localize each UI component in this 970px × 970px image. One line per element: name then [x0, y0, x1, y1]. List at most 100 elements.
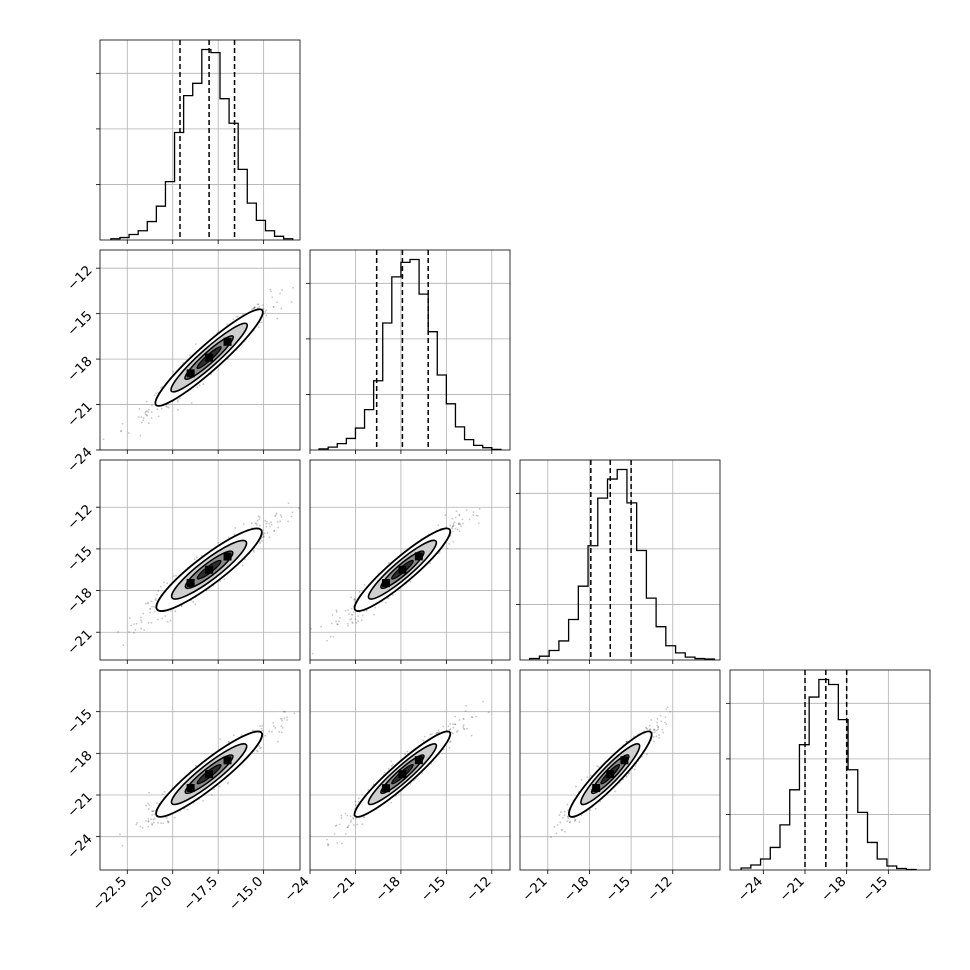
- scatter-point: [121, 422, 124, 425]
- scatter-point: [335, 824, 338, 827]
- scatter-point: [454, 715, 457, 718]
- scatter-point: [578, 821, 581, 823]
- scatter-point: [166, 406, 169, 408]
- scatter-point: [166, 582, 169, 585]
- scatter-point: [436, 731, 439, 734]
- scatter-point: [179, 397, 181, 400]
- scatter-point: [462, 522, 464, 525]
- scatter-point: [127, 432, 130, 434]
- scatter-point: [625, 740, 628, 743]
- scatter-point: [347, 826, 349, 829]
- scatter-point: [279, 717, 282, 720]
- scatter-point: [659, 714, 662, 717]
- scatter-point: [276, 317, 279, 320]
- scatter-point: [387, 597, 390, 600]
- scatter-point: [566, 803, 569, 806]
- scatter-point: [454, 527, 457, 530]
- scatter-point: [352, 816, 355, 819]
- scatter-point: [265, 525, 268, 528]
- scatter-point: [354, 800, 357, 803]
- scatter-point: [361, 823, 364, 826]
- scatter-point: [280, 516, 283, 518]
- scatter-point: [355, 621, 358, 624]
- scatter-point: [341, 842, 343, 845]
- scatter-point: [189, 354, 191, 356]
- scatter-point: [456, 730, 459, 732]
- scatter-point: [147, 820, 150, 823]
- scatter-point: [234, 527, 237, 529]
- scatter-point: [139, 434, 142, 437]
- y-tick-label: −24: [64, 831, 95, 862]
- scatter-point: [147, 820, 150, 822]
- scatter-point: [195, 556, 198, 559]
- scatter-point: [560, 829, 563, 831]
- scatter-point: [460, 525, 462, 528]
- scatter-point: [406, 750, 409, 753]
- scatter-point: [332, 636, 335, 638]
- scatter-point: [261, 540, 263, 542]
- scatter-point: [277, 526, 280, 529]
- scatter-point: [462, 725, 465, 728]
- scatter-point: [558, 814, 561, 816]
- scatter-point: [429, 733, 432, 736]
- scatter-point: [622, 778, 625, 781]
- scatter-point: [152, 810, 154, 813]
- scatter-point: [356, 823, 359, 826]
- scatter-point: [599, 800, 602, 803]
- scatter-point: [472, 514, 475, 516]
- scatter-point: [336, 623, 339, 626]
- scatter-point: [157, 415, 160, 418]
- scatter-point: [409, 580, 412, 583]
- scatter-point: [147, 802, 149, 805]
- scatter-point: [147, 621, 150, 624]
- scatter-point: [625, 740, 628, 743]
- scatter-point: [290, 301, 293, 303]
- panel-1-1: [306, 249, 511, 451]
- scatter-point: [327, 843, 330, 846]
- scatter-point: [262, 533, 265, 536]
- scatter-point: [232, 734, 235, 737]
- scatter-point: [574, 820, 576, 823]
- y-tick-label: −21: [64, 789, 95, 820]
- scatter-point: [646, 727, 649, 730]
- scatter-point: [280, 731, 283, 734]
- y-tick-label: −15: [64, 308, 95, 339]
- scatter-point: [357, 797, 360, 800]
- scatter-point: [163, 581, 166, 584]
- scatter-point: [351, 621, 353, 624]
- x-tick-label: −15: [602, 874, 633, 905]
- y-tick-label: −15: [64, 706, 95, 737]
- scatter-point: [589, 809, 592, 812]
- scatter-point: [254, 522, 257, 525]
- scatter-point: [449, 741, 451, 743]
- scatter-point: [252, 307, 255, 310]
- scatter-point: [293, 712, 296, 715]
- scatter-point: [232, 318, 235, 321]
- scatter-point: [153, 813, 156, 816]
- scatter-point: [164, 615, 167, 617]
- scatter-point: [242, 523, 245, 526]
- scatter-point: [147, 601, 149, 604]
- scatter-point: [155, 392, 158, 395]
- scatter-point: [270, 523, 273, 526]
- scatter-point: [655, 735, 658, 738]
- scatter-point: [354, 618, 357, 620]
- scatter-point: [665, 708, 668, 711]
- scatter-point: [137, 416, 140, 418]
- scatter-point: [457, 523, 460, 526]
- scatter-point: [213, 788, 216, 791]
- scatter-point: [275, 512, 278, 515]
- scatter-point: [390, 801, 393, 804]
- scatter-point: [260, 746, 263, 749]
- scatter-point: [357, 800, 360, 803]
- scatter-point: [264, 734, 267, 737]
- scatter-point: [335, 609, 338, 612]
- scatter-point: [147, 422, 150, 424]
- scatter-point: [452, 726, 455, 729]
- scatter-point: [648, 724, 651, 727]
- scatter-point: [147, 825, 150, 828]
- scatter-point: [147, 817, 150, 820]
- scatter-point: [444, 514, 447, 516]
- scatter-point: [352, 824, 355, 826]
- scatter-point: [350, 596, 352, 599]
